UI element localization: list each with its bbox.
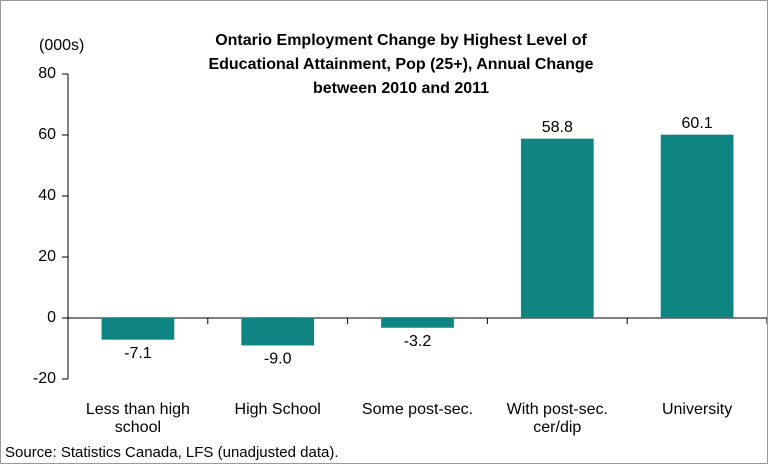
x-tick-label: With post-sec. cer/dip [506, 401, 608, 436]
value-label: 58.8 [542, 119, 573, 136]
bar [520, 138, 594, 318]
y-tick-label: 40 [38, 187, 56, 204]
value-label: 60.1 [682, 115, 713, 132]
y-unit: (000s) [39, 37, 85, 54]
y-tick-label: -20 [33, 370, 56, 387]
source-note: Source: Statistics Canada, LFS (unadjust… [5, 444, 339, 461]
value-label: -3.2 [404, 333, 432, 350]
x-tick-label: Some post-sec. [361, 401, 474, 418]
value-label: -9.0 [264, 351, 292, 368]
bar [241, 318, 315, 346]
y-tick-label: 20 [38, 248, 56, 265]
chart-title: Ontario Employment Change by Highest Lev… [208, 32, 594, 97]
y-tick-label: 80 [38, 65, 56, 82]
bar [101, 318, 175, 340]
bar [381, 318, 454, 328]
bar [660, 134, 734, 318]
y-tick-label: 0 [47, 309, 56, 326]
x-tick-label: High School [234, 401, 321, 418]
y-tick-label: 60 [38, 126, 56, 143]
x-tick-label: University [661, 401, 733, 418]
x-tick-label: Less than high school [85, 401, 190, 436]
value-label: -7.1 [124, 345, 152, 362]
